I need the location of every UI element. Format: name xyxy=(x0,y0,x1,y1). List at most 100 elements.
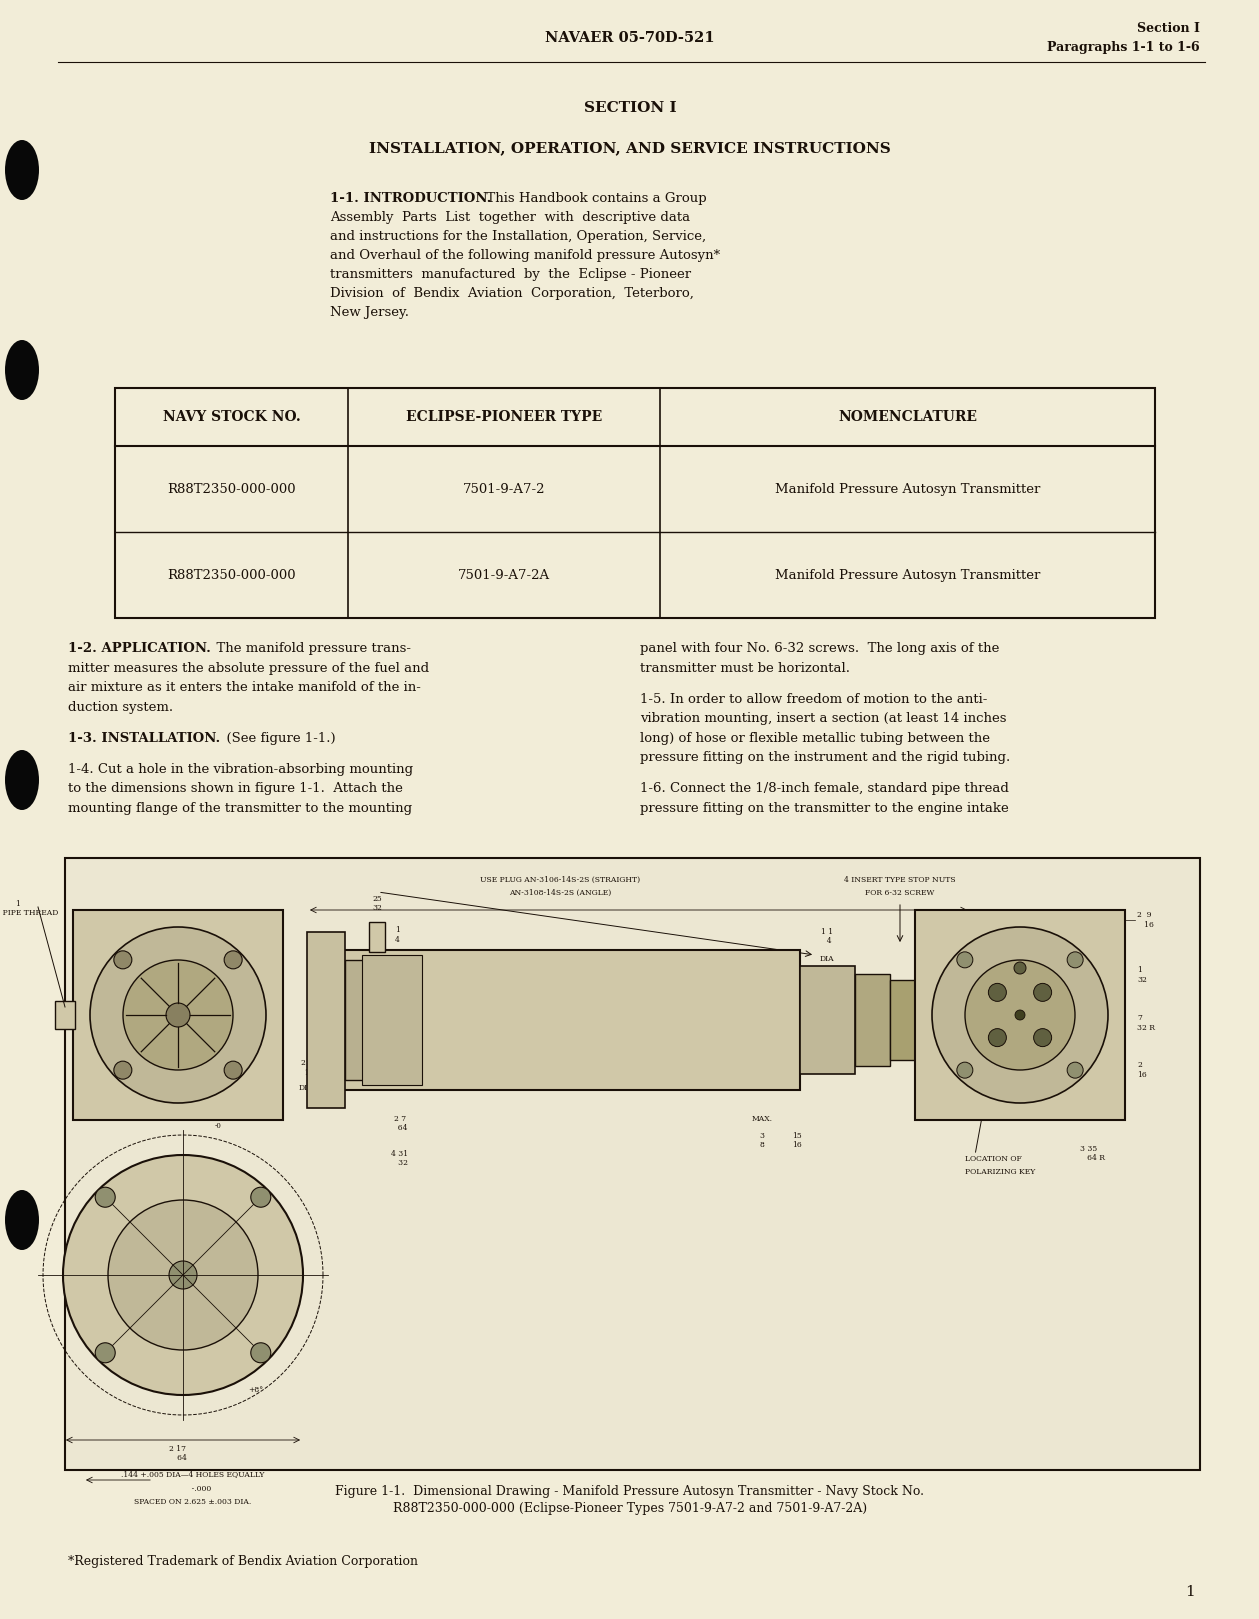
Text: DIA: DIA xyxy=(820,955,835,963)
Text: 1-2. APPLICATION.: 1-2. APPLICATION. xyxy=(68,643,210,656)
Text: 3
16: 3 16 xyxy=(867,1026,876,1044)
Bar xyxy=(345,960,363,1080)
Circle shape xyxy=(1068,1062,1083,1078)
Text: R88T2350-000-000 (Eclipse-Pioneer Types 7501-9-A7-2 and 7501-9-A7-2A): R88T2350-000-000 (Eclipse-Pioneer Types … xyxy=(393,1502,867,1515)
Text: 1: 1 xyxy=(1185,1585,1195,1600)
Text: 3
4: 3 4 xyxy=(337,1017,342,1033)
Text: 15
16: 15 16 xyxy=(792,1132,802,1149)
Bar xyxy=(312,950,799,1090)
Ellipse shape xyxy=(5,1190,39,1250)
Circle shape xyxy=(1068,952,1083,968)
Text: AN-3108-14S-2S (ANGLE): AN-3108-14S-2S (ANGLE) xyxy=(509,889,611,897)
Text: ECLIPSE-PIONEER TYPE: ECLIPSE-PIONEER TYPE xyxy=(405,410,602,424)
Text: NAVAER 05-70D-521: NAVAER 05-70D-521 xyxy=(545,31,715,45)
Text: vibration mounting, insert a section (at least 14 inches: vibration mounting, insert a section (at… xyxy=(640,712,1006,725)
Text: transmitters  manufactured  by  the  Eclipse - Pioneer: transmitters manufactured by the Eclipse… xyxy=(330,269,691,282)
Text: 1-5. In order to allow freedom of motion to the anti-: 1-5. In order to allow freedom of motion… xyxy=(640,693,987,706)
Text: POLARIZING KEY: POLARIZING KEY xyxy=(964,1167,1035,1175)
Circle shape xyxy=(169,1261,196,1289)
Text: R88T2350-000-000: R88T2350-000-000 xyxy=(167,482,296,495)
Text: 2  9
   16: 2 9 16 xyxy=(1137,911,1155,929)
Text: mounting flange of the transmitter to the mounting: mounting flange of the transmitter to th… xyxy=(68,801,412,814)
Bar xyxy=(73,910,283,1120)
Text: to the dimensions shown in figure 1-1.  Attach the: to the dimensions shown in figure 1-1. A… xyxy=(68,782,403,795)
Text: long) of hose or flexible metallic tubing between the: long) of hose or flexible metallic tubin… xyxy=(640,732,990,745)
Text: 7
32 R: 7 32 R xyxy=(1137,1015,1155,1031)
Ellipse shape xyxy=(5,139,39,201)
Bar xyxy=(890,979,946,1060)
Text: 4 31
   32: 4 31 32 xyxy=(392,1149,409,1167)
Text: *Registered Trademark of Bendix Aviation Corporation: *Registered Trademark of Bendix Aviation… xyxy=(68,1554,418,1567)
Circle shape xyxy=(964,960,1075,1070)
Text: LOCATION OF: LOCATION OF xyxy=(964,1154,1022,1162)
Text: 1-6. Connect the 1/8-inch female, standard pipe thread: 1-6. Connect the 1/8-inch female, standa… xyxy=(640,782,1008,795)
Circle shape xyxy=(1013,962,1026,975)
Text: 7501-9-A7-2A: 7501-9-A7-2A xyxy=(458,568,550,581)
Text: DIA.: DIA. xyxy=(298,1085,316,1091)
Circle shape xyxy=(957,952,973,968)
Circle shape xyxy=(957,1062,973,1078)
Text: and Overhaul of the following manifold pressure Autosyn*: and Overhaul of the following manifold p… xyxy=(330,249,720,262)
Text: .144 +.005 DIA—4 HOLES EQUALLY: .144 +.005 DIA—4 HOLES EQUALLY xyxy=(121,1470,264,1478)
Text: 1-3. INSTALLATION.: 1-3. INSTALLATION. xyxy=(68,732,220,745)
Bar xyxy=(363,955,422,1085)
Text: -0: -0 xyxy=(214,1122,222,1130)
Text: +64: +64 xyxy=(225,1112,240,1120)
Circle shape xyxy=(251,1187,271,1208)
Text: 2 7
  16: 2 7 16 xyxy=(300,1059,315,1077)
Circle shape xyxy=(1034,1028,1051,1046)
Text: 1-4. Cut a hole in the vibration-absorbing mounting: 1-4. Cut a hole in the vibration-absorbi… xyxy=(68,763,413,776)
Circle shape xyxy=(1034,983,1051,1002)
Text: transmitter must be horizontal.: transmitter must be horizontal. xyxy=(640,662,850,675)
Bar xyxy=(946,986,974,1054)
Circle shape xyxy=(63,1154,303,1396)
Circle shape xyxy=(96,1342,116,1363)
Bar xyxy=(65,858,1200,1470)
Bar xyxy=(369,921,385,952)
Circle shape xyxy=(224,950,242,968)
Text: USE PLUG AN-3106-14S-2S (STRAIGHT): USE PLUG AN-3106-14S-2S (STRAIGHT) xyxy=(480,876,640,884)
Circle shape xyxy=(123,960,233,1070)
Text: Manifold Pressure Autosyn Transmitter: Manifold Pressure Autosyn Transmitter xyxy=(774,482,1040,495)
Bar xyxy=(855,975,890,1065)
Text: 4 INSERT TYPE STOP NUTS: 4 INSERT TYPE STOP NUTS xyxy=(845,876,956,884)
Text: (See figure 1-1.): (See figure 1-1.) xyxy=(218,732,336,745)
Bar xyxy=(799,967,855,1073)
Text: 3
8: 3 8 xyxy=(759,1132,764,1149)
Circle shape xyxy=(96,1187,116,1208)
Text: duction system.: duction system. xyxy=(68,701,174,714)
Text: Division  of  Bendix  Aviation  Corporation,  Teterboro,: Division of Bendix Aviation Corporation,… xyxy=(330,287,694,300)
Text: 2 7
  64: 2 7 64 xyxy=(393,1115,407,1132)
Text: Section I: Section I xyxy=(1137,21,1200,34)
Text: DIA.: DIA. xyxy=(364,1010,380,1018)
Circle shape xyxy=(932,928,1108,1103)
Bar xyxy=(915,910,1126,1120)
Text: 2
16: 2 16 xyxy=(1137,1062,1147,1078)
Text: 7501-9-A7-2: 7501-9-A7-2 xyxy=(463,482,545,495)
Bar xyxy=(307,933,345,1107)
Text: MAX.: MAX. xyxy=(752,1115,773,1124)
Text: 23
64: 23 64 xyxy=(422,976,432,994)
Circle shape xyxy=(988,1028,1006,1046)
Circle shape xyxy=(224,1060,242,1080)
Text: and instructions for the Installation, Operation, Service,: and instructions for the Installation, O… xyxy=(330,230,706,243)
Text: 45°: 45° xyxy=(223,1362,237,1370)
Text: 2.250
DIA.
MAX.: 2.250 DIA. MAX. xyxy=(861,979,883,1007)
Text: -.000: -.000 xyxy=(175,1485,212,1493)
Text: Paragraphs 1-1 to 1-6: Paragraphs 1-1 to 1-6 xyxy=(1047,42,1200,55)
Circle shape xyxy=(251,1342,271,1363)
Circle shape xyxy=(1015,1010,1025,1020)
Circle shape xyxy=(113,950,132,968)
Ellipse shape xyxy=(5,340,39,400)
Text: 25
32: 25 32 xyxy=(373,895,381,911)
Text: FOR 6-32 SCREW: FOR 6-32 SCREW xyxy=(865,889,934,897)
Text: SECTION I: SECTION I xyxy=(584,100,676,115)
Text: 1
4: 1 4 xyxy=(395,926,400,944)
Text: 2 9
  16: 2 9 16 xyxy=(912,1007,927,1023)
Text: NAVY STOCK NO.: NAVY STOCK NO. xyxy=(162,410,301,424)
Text: The manifold pressure trans-: The manifold pressure trans- xyxy=(208,643,410,656)
Text: New Jersey.: New Jersey. xyxy=(330,306,409,319)
Text: 1
32: 1 32 xyxy=(1137,967,1147,984)
Text: SPACED ON 2.625 ±.003 DIA.: SPACED ON 2.625 ±.003 DIA. xyxy=(135,1498,252,1506)
Text: 5
8: 5 8 xyxy=(827,1041,832,1059)
